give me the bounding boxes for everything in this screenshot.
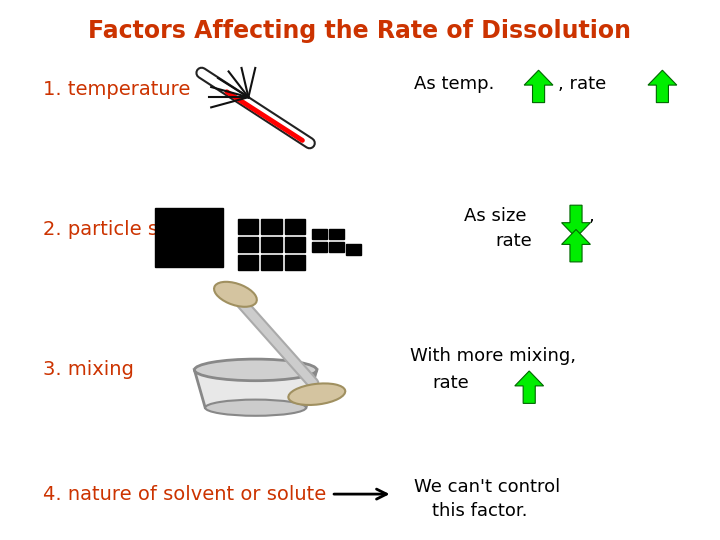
Text: rate: rate bbox=[495, 232, 532, 251]
Polygon shape bbox=[648, 70, 677, 103]
Polygon shape bbox=[562, 230, 590, 262]
Bar bbox=[261, 219, 282, 234]
Polygon shape bbox=[194, 370, 317, 408]
Text: As temp.: As temp. bbox=[414, 75, 495, 93]
Ellipse shape bbox=[214, 282, 257, 307]
Bar bbox=[346, 244, 361, 255]
Text: 1. temperature: 1. temperature bbox=[43, 79, 191, 99]
Ellipse shape bbox=[205, 400, 306, 416]
Bar bbox=[261, 255, 282, 270]
Bar bbox=[155, 208, 223, 267]
Text: We can't control: We can't control bbox=[414, 478, 560, 496]
Text: 2. particle size: 2. particle size bbox=[43, 220, 186, 239]
Text: 3. mixing: 3. mixing bbox=[43, 360, 134, 380]
Polygon shape bbox=[524, 70, 553, 103]
Bar bbox=[330, 241, 343, 252]
Ellipse shape bbox=[194, 359, 317, 381]
Bar bbox=[312, 241, 327, 252]
Text: rate: rate bbox=[432, 374, 469, 393]
Bar bbox=[285, 237, 305, 252]
Text: this factor.: this factor. bbox=[432, 502, 528, 521]
Bar bbox=[238, 219, 258, 234]
Text: ,: , bbox=[589, 207, 595, 225]
Polygon shape bbox=[515, 371, 544, 403]
Text: Factors Affecting the Rate of Dissolution: Factors Affecting the Rate of Dissolutio… bbox=[89, 19, 631, 43]
Text: 4. nature of solvent or solute: 4. nature of solvent or solute bbox=[43, 484, 326, 504]
Text: As size: As size bbox=[464, 207, 527, 225]
Bar bbox=[238, 255, 258, 270]
Text: With more mixing,: With more mixing, bbox=[410, 347, 577, 366]
Bar bbox=[312, 229, 327, 239]
Text: , rate: , rate bbox=[558, 75, 606, 93]
Bar bbox=[330, 229, 343, 239]
Bar bbox=[285, 255, 305, 270]
Bar bbox=[261, 237, 282, 252]
Bar bbox=[238, 237, 258, 252]
Ellipse shape bbox=[288, 383, 346, 405]
Bar bbox=[285, 219, 305, 234]
Polygon shape bbox=[562, 205, 590, 238]
